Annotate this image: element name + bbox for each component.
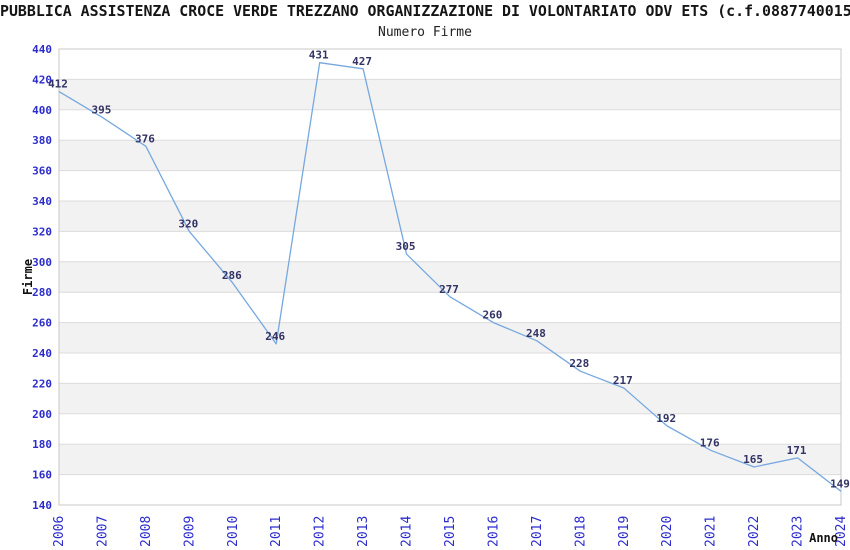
chart-subtitle: Numero Firme (378, 25, 472, 40)
svg-text:2006: 2006 (52, 516, 67, 547)
svg-text:420: 420 (32, 73, 52, 86)
data-point-labels: 412 395 376 320 286 246 431 427 305 277 260 248 228 2… (48, 49, 850, 491)
svg-text:320: 320 (32, 225, 52, 238)
svg-text:400: 400 (32, 104, 52, 117)
svg-text:412: 412 (48, 78, 68, 91)
svg-text:395: 395 (91, 103, 111, 116)
svg-text:200: 200 (32, 408, 52, 421)
svg-text:2022: 2022 (747, 516, 762, 547)
svg-text:192: 192 (656, 412, 676, 425)
svg-text:2010: 2010 (226, 516, 241, 547)
svg-text:160: 160 (32, 469, 52, 482)
svg-text:380: 380 (32, 134, 52, 147)
svg-text:171: 171 (787, 444, 807, 457)
chart-title: PUBBLICA ASSISTENZA CROCE VERDE TREZZANO… (0, 2, 850, 20)
svg-text:286: 286 (222, 269, 242, 282)
svg-text:2024: 2024 (834, 516, 849, 547)
svg-text:2011: 2011 (269, 516, 284, 547)
svg-text:149: 149 (830, 477, 850, 490)
svg-text:240: 240 (32, 347, 52, 360)
svg-text:320: 320 (178, 217, 198, 230)
x-axis-title: Anno (809, 531, 838, 545)
svg-text:2012: 2012 (313, 516, 328, 547)
svg-text:2019: 2019 (617, 516, 632, 547)
svg-text:280: 280 (32, 286, 52, 299)
svg-text:2008: 2008 (139, 516, 154, 547)
plot-border (58, 48, 842, 506)
svg-text:2009: 2009 (182, 516, 197, 547)
svg-text:2023: 2023 (791, 516, 806, 547)
svg-text:260: 260 (32, 317, 52, 330)
svg-text:2021: 2021 (704, 516, 719, 547)
svg-text:340: 340 (32, 195, 52, 208)
series-line-firme (58, 62, 842, 492)
svg-text:2007: 2007 (95, 516, 110, 547)
svg-text:431: 431 (309, 49, 329, 62)
y-axis-title: Firme (21, 259, 35, 295)
svg-text:176: 176 (700, 436, 720, 449)
svg-text:360: 360 (32, 165, 52, 178)
svg-text:2014: 2014 (400, 516, 415, 547)
svg-text:228: 228 (569, 357, 589, 370)
x-axis-tick-labels: 2006 2007 2008 2009 2010 2011 2012 2013 2014 2015… (52, 516, 849, 547)
svg-text:427: 427 (352, 55, 372, 68)
svg-text:220: 220 (32, 377, 52, 390)
svg-text:440: 440 (32, 43, 52, 56)
plot-background-bands (59, 49, 841, 505)
svg-text:376: 376 (135, 132, 155, 145)
svg-text:180: 180 (32, 438, 52, 451)
svg-text:277: 277 (439, 283, 459, 296)
svg-text:2018: 2018 (573, 516, 588, 547)
svg-text:2020: 2020 (660, 516, 675, 547)
y-axis-tick-labels: 140 160 180 200 220 240 260 280 300 320 340 360 380 4… (32, 43, 52, 512)
svg-text:165: 165 (743, 453, 763, 466)
svg-text:260: 260 (482, 309, 502, 322)
svg-text:2015: 2015 (443, 516, 458, 547)
svg-text:248: 248 (526, 327, 546, 340)
svg-text:217: 217 (613, 374, 633, 387)
svg-text:246: 246 (265, 330, 285, 343)
svg-text:140: 140 (32, 499, 52, 512)
svg-text:305: 305 (396, 240, 416, 253)
svg-text:2013: 2013 (356, 516, 371, 547)
svg-text:2017: 2017 (530, 516, 545, 547)
svg-text:300: 300 (32, 256, 52, 269)
svg-text:2016: 2016 (486, 516, 501, 547)
